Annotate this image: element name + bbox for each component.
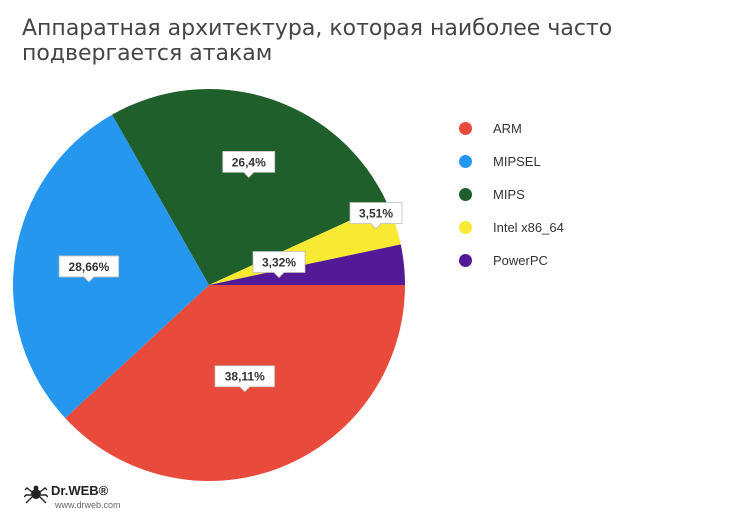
pie-slice-mips[interactable] <box>112 89 388 285</box>
data-label-text: 3,32% <box>262 256 296 270</box>
data-label-box <box>222 150 276 178</box>
data-label-arm: 38,11% <box>214 365 275 393</box>
legend-marker <box>459 254 472 267</box>
legend-marker <box>459 155 472 168</box>
legend-label: PowerPC <box>493 253 548 268</box>
data-label-powerpc: 3,32% <box>252 251 306 279</box>
data-label-mipsel: 28,66% <box>58 255 120 283</box>
legend-item-intel-x86-64[interactable]: Intel x86_64 <box>458 211 564 244</box>
legend-item-powerpc[interactable]: PowerPC <box>458 244 564 277</box>
legend-marker <box>459 122 472 135</box>
data-label-box <box>214 365 275 393</box>
pie-slice-powerpc[interactable] <box>209 244 405 285</box>
spider-logo-icon <box>24 485 48 504</box>
data-label-mips: 26,4% <box>222 150 276 178</box>
brand-name: Dr.WEB® <box>51 483 109 498</box>
data-label-text: 3,51% <box>359 207 393 221</box>
data-label-box <box>252 251 306 279</box>
data-label-text: 26,4% <box>232 155 266 169</box>
data-label-text: 38,11% <box>225 370 265 384</box>
legend-marker <box>459 221 472 234</box>
legend-label: MIPS <box>493 187 525 202</box>
footer-branding: Dr.WEB® www.drweb.com <box>24 484 121 510</box>
data-label-text: 28,66% <box>69 260 110 274</box>
legend-item-mips[interactable]: MIPS <box>458 178 564 211</box>
chart-title: Аппаратная архитектура, которая наиболее… <box>22 16 613 66</box>
data-label-intel-x86-64: 3,51% <box>349 202 403 230</box>
legend: ARM MIPSEL MIPS Intel x86_64 PowerPC <box>458 112 564 277</box>
legend-item-arm[interactable]: ARM <box>458 112 564 145</box>
legend-marker <box>459 188 472 201</box>
data-label-box <box>349 202 403 230</box>
legend-label: Intel x86_64 <box>493 220 564 235</box>
legend-item-mipsel[interactable]: MIPSEL <box>458 145 564 178</box>
data-labels: 38,11% 28,66% 26,4% 3,51% 3,32% <box>58 150 403 393</box>
legend-label: ARM <box>493 121 522 136</box>
legend-label: MIPSEL <box>493 154 541 169</box>
site-url: www.drweb.com <box>55 500 121 510</box>
data-label-box <box>58 255 120 283</box>
pie-slices <box>13 89 405 481</box>
